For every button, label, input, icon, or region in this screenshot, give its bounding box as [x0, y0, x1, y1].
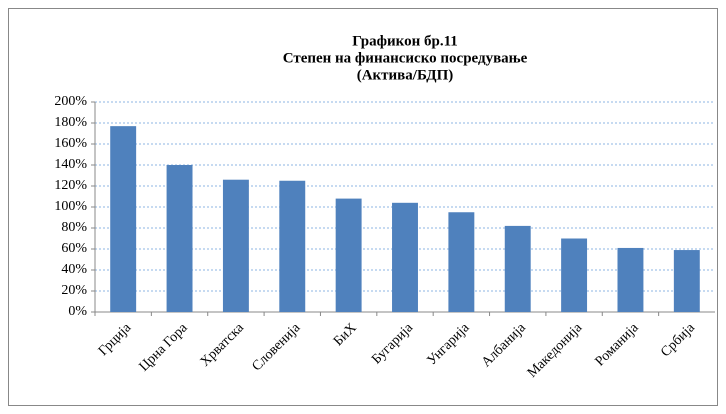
y-tick-label: 100%	[54, 199, 87, 214]
bar	[392, 202, 418, 312]
y-tick-label: 0%	[68, 304, 87, 319]
chart-title: Степен на финансиско посредување	[283, 50, 528, 66]
chart-title: (Актива/БДП)	[357, 67, 454, 83]
chart-title: Графикон бр.11	[352, 33, 458, 49]
bar	[335, 198, 362, 312]
bar	[222, 179, 249, 312]
bar	[448, 212, 475, 312]
y-tick-label: 200%	[54, 94, 87, 109]
y-tick-label: 20%	[61, 283, 87, 298]
bar	[617, 247, 644, 312]
y-tick-label: 120%	[54, 178, 87, 193]
y-tick-label: 180%	[54, 115, 87, 130]
bar	[673, 250, 700, 312]
bar	[561, 238, 588, 312]
bar	[279, 180, 306, 312]
y-tick-label: 160%	[54, 136, 87, 151]
bar	[110, 126, 137, 313]
y-tick-label: 80%	[61, 220, 87, 235]
bar	[166, 165, 193, 312]
y-tick-label: 60%	[61, 241, 87, 256]
bar	[504, 225, 531, 312]
y-tick-label: 40%	[61, 262, 87, 277]
y-tick-label: 140%	[54, 157, 87, 172]
